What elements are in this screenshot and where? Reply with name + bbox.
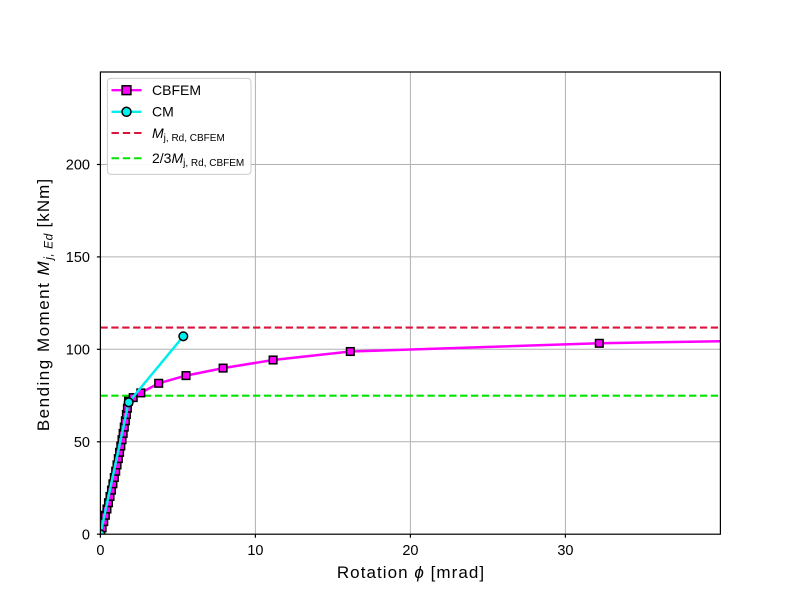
svg-text:0: 0 [82, 527, 90, 543]
svg-text:CM: CM [152, 104, 174, 120]
svg-text:Mj, Rd, CBFEM: Mj, Rd, CBFEM [152, 125, 225, 144]
svg-text:150: 150 [66, 250, 90, 266]
svg-text:CBFEM: CBFEM [152, 82, 201, 98]
svg-text:30: 30 [557, 543, 573, 559]
svg-text:Rotation ϕ [mrad]: Rotation ϕ [mrad] [337, 563, 485, 582]
svg-text:100: 100 [66, 343, 90, 359]
svg-text:0: 0 [96, 543, 104, 559]
svg-text:20: 20 [402, 543, 418, 559]
svg-text:50: 50 [74, 435, 90, 451]
svg-text:10: 10 [247, 543, 263, 559]
svg-text:Bending Moment Mj, Ed [kNm]: Bending Moment Mj, Ed [kNm] [34, 178, 56, 431]
svg-text:200: 200 [66, 158, 90, 174]
